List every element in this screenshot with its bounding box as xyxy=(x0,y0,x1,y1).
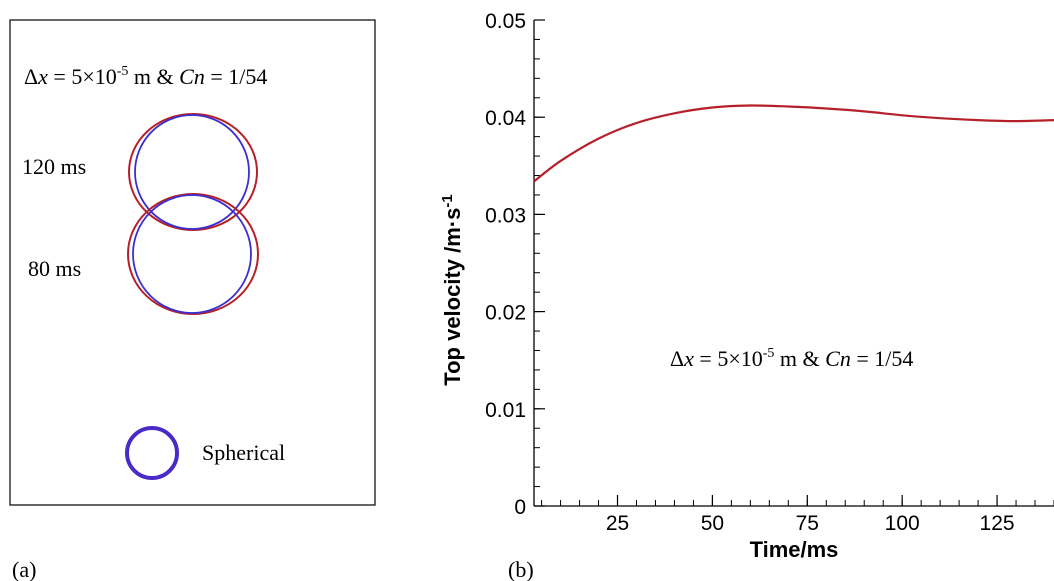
velocity-plot: 0 0.01 0.02 0.03 0.04 0.05 25 50 75 100 125 xyxy=(485,10,1054,535)
series-line-top-velocity xyxy=(533,104,1054,183)
legend-spherical-label: Spherical xyxy=(202,440,285,465)
time-label-120ms: 120 ms xyxy=(22,154,86,179)
y-axis-label: Top velocity /m·s-1 xyxy=(439,194,465,385)
y-tick-label: 0.02 xyxy=(485,302,526,325)
y-tick-label: 0.01 xyxy=(485,399,526,422)
bubble-120ms-spherical xyxy=(134,114,250,230)
legend-spherical-swatch xyxy=(125,426,179,480)
panel-a-label: (a) xyxy=(12,557,36,581)
panel-b: 0 0.01 0.02 0.03 0.04 0.05 25 50 75 100 125 Top ve… xyxy=(439,10,1054,581)
panel-a-frame xyxy=(9,19,376,506)
panel-b-label: (b) xyxy=(508,557,534,581)
x-tick-label: 125 xyxy=(980,512,1015,535)
y-tick-label: 0.05 xyxy=(485,10,526,33)
time-label-80ms: 80 ms xyxy=(28,256,81,281)
bubble-120ms-simulated xyxy=(128,113,258,231)
x-tick-label: 100 xyxy=(885,512,920,535)
panel-a: Δx = 5×10-5 m & Cn = 1/54 120 ms 80 ms S… xyxy=(9,19,376,581)
y-tick-label: 0.03 xyxy=(485,204,526,227)
panel-a-annotation: Δx = 5×10-5 m & Cn = 1/54 xyxy=(24,64,267,89)
x-axis-label: Time/ms xyxy=(750,537,839,562)
x-tick-label: 25 xyxy=(606,512,629,535)
y-tick-label: 0 xyxy=(514,496,526,519)
y-tick-label: 0.04 xyxy=(485,107,526,130)
bubble-80ms-simulated xyxy=(127,193,259,315)
panel-b-annotation: Δx = 5×10-5 m & Cn = 1/54 xyxy=(670,346,913,371)
bubble-80ms-spherical xyxy=(132,194,252,314)
x-tick-label: 75 xyxy=(796,512,819,535)
x-tick-label: 50 xyxy=(701,512,724,535)
